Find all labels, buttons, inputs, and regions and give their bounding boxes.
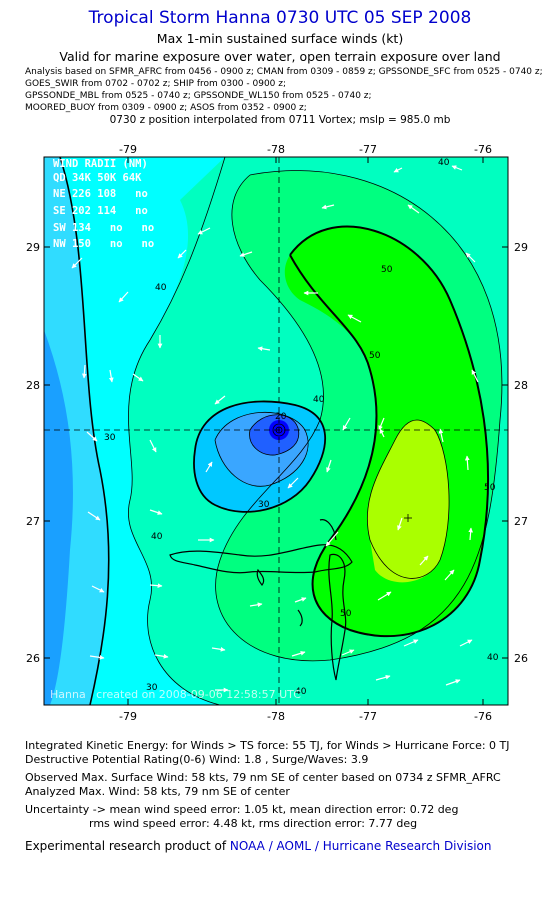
contour-label: 20 [275,412,287,422]
coastline [169,519,353,681]
storm-position-note: 0730 z position interpolated from 0711 V… [109,114,451,126]
max-wind-marker [404,514,412,522]
observed-max-wind: Observed Max. Surface Wind: 58 kts, 79 n… [25,771,501,784]
contour-label: 50 [340,609,352,619]
longitude-label: -78 [267,710,285,723]
wind-analysis-map: 40 40 50 50 50 50 40 40 30 30 30 20 40 4… [26,143,528,723]
contour-label: 40 [313,395,325,405]
map-subtitle: Max 1-min sustained surface winds (kt) [156,31,404,46]
contour-lines [59,157,503,705]
latitude-label: 27 [26,515,40,528]
contour-label: 40 [487,653,499,663]
contour-label: 50 [484,483,496,493]
longitude-label: -79 [119,710,137,723]
analyzed-max-wind: Analyzed Max. Wind: 58 kts, 79 nm SE of … [25,785,290,798]
contour-label: 40 [438,158,450,168]
contour-label: 40 [295,687,307,697]
data-sources-line: GOES_SWIR from 0702 - 0702 z; SHIP from … [25,79,287,89]
wind-radii-table: WIND RADII (NM) QD 34K 50K 64K NE 226 10… [53,158,154,250]
destructive-potential-rating: Destructive Potential Rating(0-6) Wind: … [25,753,369,766]
wind-radii-row: SE 202 114 no [53,205,148,217]
wind-field: 40 40 50 50 50 50 40 40 30 30 30 20 40 4… [44,157,508,705]
wind-radii-row: NW 150 no no [53,238,154,250]
center-crosshair [44,157,508,705]
longitude-label: -77 [359,710,377,723]
data-sources-line: GPSSONDE_MBL from 0525 - 0740 z; GPSSOND… [25,91,372,101]
ike-summary: Integrated Kinetic Energy: for Winds > T… [25,739,510,752]
latitude-label: 28 [514,379,528,392]
latitude-label: 28 [26,379,40,392]
axis-ticks [44,157,508,705]
contour-label: 30 [104,433,116,443]
wind-radii-header: QD 34K 50K 64K [53,172,142,184]
map-title: Tropical Storm Hanna 0730 UTC 05 SEP 200… [88,8,472,28]
creation-watermark: Hanna created on 2008-09-06 12:58:57 UTC [50,688,301,701]
uncertainty-mean: Uncertainty -> mean wind speed error: 1.… [25,803,459,816]
contour-label: 50 [369,351,381,361]
contour-label: 40 [151,532,163,542]
wind-vectors [71,165,479,693]
credit-prefix: Experimental research product of [25,839,230,853]
data-sources-line: MOORED_BUOY from 0309 - 0900 z; ASOS fro… [25,103,307,113]
longitude-label: -76 [474,710,492,723]
wind-radii-title: WIND RADII (NM) [53,158,148,170]
longitude-label: -79 [119,143,137,156]
contour-label: 40 [155,283,167,293]
wind-band-25-west [44,330,73,705]
wind-band-55 [367,420,450,583]
contour-label: 30 [258,500,270,510]
latitude-label: 29 [26,241,40,254]
latitude-label: 26 [26,652,40,665]
longitude-label: -76 [474,143,492,156]
contour-label: 50 [381,265,393,275]
exposure-note: Valid for marine exposure over water, op… [59,49,501,64]
product-credit: Experimental research product of NOAA / … [25,839,491,853]
wind-radii-row: SW 134 no no [53,222,154,234]
hrd-link[interactable]: NOAA / AOML / Hurricane Research Divisio… [229,839,492,853]
longitude-label: -78 [267,143,285,156]
uncertainty-rms: rms wind speed error: 4.48 kt, rms direc… [89,817,418,830]
contour-label: 30 [146,683,158,693]
latitude-label: 26 [514,652,528,665]
latitude-label: 29 [514,241,528,254]
longitude-label: -77 [359,143,377,156]
latitude-label: 27 [514,515,528,528]
wind-radii-row: NE 226 108 no [53,188,148,200]
data-sources-line: Analysis based on SFMR_AFRC from 0456 - … [25,67,543,77]
